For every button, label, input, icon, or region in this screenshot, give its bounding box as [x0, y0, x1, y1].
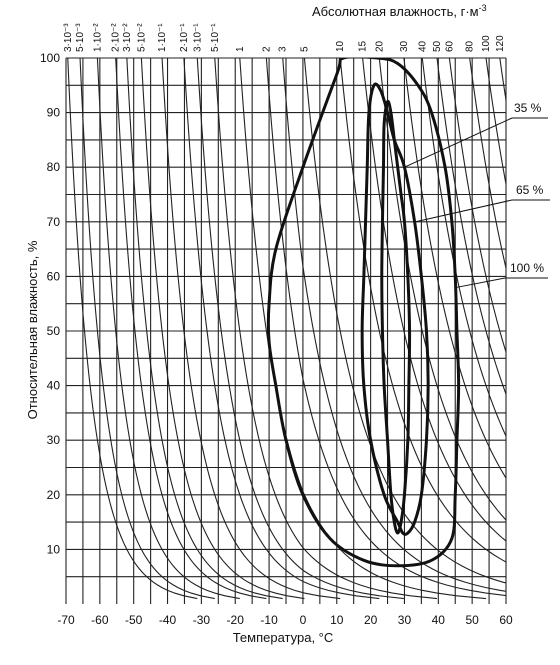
absolute-humidity-isolines	[67, 58, 506, 600]
y-tick-label: 30	[47, 433, 61, 447]
absolute-humidity-isoline	[265, 58, 506, 597]
labels: Температура, °C Относительная влажность,…	[25, 3, 544, 645]
absolute-humidity-isoline	[282, 58, 506, 592]
absolute-humidity-isoline	[436, 58, 506, 396]
y-tick-label: 40	[47, 379, 61, 393]
x-axis-title: Температура, °C	[233, 630, 334, 645]
curve-label-35-leader	[404, 117, 548, 168]
curve-label-65-leader	[415, 199, 550, 223]
top-tick-label: 3	[278, 46, 289, 52]
top-tick-label: 30	[399, 40, 410, 52]
top-tick-label: 20	[374, 40, 385, 52]
top-tick-label: 5·10⁻³	[75, 23, 86, 52]
absolute-humidity-isoline	[115, 58, 267, 600]
top-tick-label: 2·10⁻¹	[179, 23, 190, 52]
x-tick-label: -20	[227, 613, 245, 627]
y-tick-label: 80	[47, 160, 61, 174]
absolute-humidity-isoline	[362, 58, 506, 542]
top-tick-label: 100	[481, 35, 492, 52]
top-tick-label: 2·10⁻²	[111, 23, 122, 52]
x-tick-label: 60	[499, 613, 513, 627]
top-axis-title-text: Абсолютная влажность, г·м	[312, 4, 479, 19]
top-tick-label: 3·10⁻³	[63, 23, 74, 52]
absolute-humidity-isoline	[79, 58, 215, 600]
absolute-humidity-isoline	[499, 58, 506, 104]
x-tick-label: -50	[125, 613, 143, 627]
envelope-curves	[266, 58, 461, 568]
absolute-humidity-isoline	[469, 58, 506, 271]
x-tick-label: -70	[57, 613, 75, 627]
top-tick-label: 40	[417, 40, 428, 52]
x-tick-label: -40	[159, 613, 177, 627]
envelope-curve-35	[380, 99, 412, 535]
top-tick-label: 120	[495, 35, 506, 52]
absolute-humidity-isoline	[96, 58, 240, 600]
top-tick-label: 50	[432, 40, 443, 52]
top-axis-title-exponent: -3	[479, 3, 487, 13]
absolute-humidity-isoline	[183, 58, 380, 600]
y-tick-label: 20	[47, 488, 61, 502]
absolute-humidity-isoline	[485, 58, 506, 188]
top-tick-label: 5·10⁻¹	[210, 23, 221, 52]
absolute-humidity-isoline	[403, 58, 506, 480]
x-tick-label: -10	[260, 613, 278, 627]
y-tick-label: 10	[47, 542, 61, 556]
x-tick-label: -30	[193, 613, 211, 627]
top-tick-label: 5	[299, 46, 310, 52]
absolute-humidity-isoline	[339, 58, 506, 563]
absolute-humidity-isoline	[378, 58, 506, 521]
top-tick-label: 60	[444, 40, 455, 52]
y-tick-label: 60	[47, 269, 61, 283]
y-tick-label: 90	[47, 106, 61, 120]
top-tick-label: 1	[235, 46, 246, 52]
x-tick-label: 0	[300, 613, 307, 627]
absolute-humidity-isoline	[196, 58, 404, 600]
y-tick-label: 70	[47, 215, 61, 229]
envelope-curve-65	[360, 82, 430, 536]
absolute-humidity-isoline	[214, 58, 438, 600]
absolute-humidity-isoline	[161, 58, 341, 600]
x-tick-label: 40	[432, 613, 446, 627]
top-tick-label: 3·10⁻¹	[192, 23, 203, 52]
top-tick-label: 5·10⁻²	[136, 23, 147, 52]
x-tick-label: 50	[465, 613, 479, 627]
curve-leaders	[404, 117, 550, 288]
top-tick-label: 80	[465, 40, 476, 52]
x-tick-label: 10	[330, 613, 344, 627]
curve-label-100-leader	[456, 277, 548, 288]
top-tick-label: 10	[335, 40, 346, 52]
x-tick-label: 20	[364, 613, 378, 627]
absolute-humidity-isoline	[303, 58, 506, 584]
top-tick-label: 3·10⁻²	[122, 23, 133, 52]
y-tick-label: 100	[40, 51, 60, 65]
absolute-humidity-isoline	[67, 58, 198, 600]
top-tick-label: 15	[358, 40, 369, 52]
curve-label-65: 65 %	[516, 183, 544, 197]
envelope-curve-100	[266, 58, 461, 568]
top-tick-label: 1·10⁻²	[92, 23, 103, 52]
absolute-humidity-isoline	[140, 58, 305, 600]
top-axis-title: Абсолютная влажность, г·м-3	[312, 3, 487, 19]
absolute-humidity-isoline	[126, 58, 283, 600]
absolute-humidity-isoline	[448, 58, 506, 354]
x-tick-label: 30	[398, 613, 412, 627]
top-tick-label: 1·10⁻¹	[157, 23, 168, 52]
curve-label-35: 35 %	[514, 101, 542, 115]
curve-label-100: 100 %	[510, 261, 544, 275]
y-tick-label: 50	[47, 324, 61, 338]
top-tick-label: 2	[261, 46, 272, 52]
y-axis-title: Относительная влажность, %	[25, 240, 40, 419]
x-tick-label: -60	[91, 613, 109, 627]
